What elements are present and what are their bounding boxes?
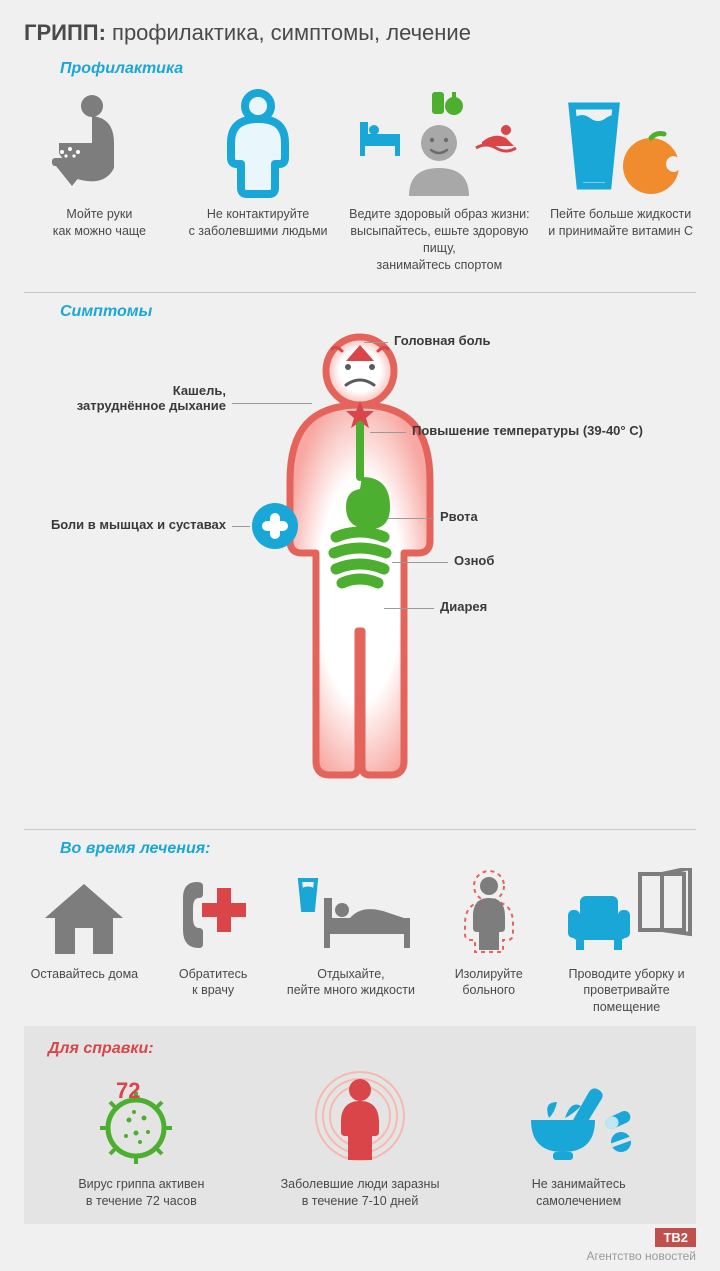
prevention-vitamin-c: Пейте больше жидкостии принимайте витами… <box>545 88 696 274</box>
caption: Ведите здоровый образ жизни:высыпайтесь,… <box>341 206 537 274</box>
prevention-healthy-life: Ведите здоровый образ жизни:высыпайтесь,… <box>341 88 537 274</box>
caption: Заболевшие люди заразныв течение 7-10 дн… <box>255 1176 466 1210</box>
treat-isolate: Изолируйтебольного <box>428 868 549 1017</box>
footer: ТВ2 Агентство новостей <box>24 1224 696 1263</box>
chair-window-icon <box>562 868 692 958</box>
phone-cross-icon <box>173 874 253 958</box>
label-fever: Повышение температуры (39-40° C) <box>412 423 643 438</box>
title-bold: ГРИПП: <box>24 20 106 45</box>
caption: Оставайтесь дома <box>24 966 145 983</box>
treat-stay-home: Оставайтесь дома <box>24 868 145 1017</box>
caption: Не занимайтесьсамолечением <box>473 1176 684 1210</box>
healthy-life-icon <box>354 88 524 198</box>
label-cough: Кашель,затруднённое дыхание <box>77 383 226 414</box>
main-title: ГРИПП: профилактика, симптомы, лечение <box>24 20 696 46</box>
treat-rest: Отдыхайте,пейте много жидкости <box>282 868 421 1017</box>
house-icon <box>39 878 129 958</box>
isolated-person-icon <box>213 88 303 198</box>
label-vomit: Рвота <box>440 509 478 524</box>
caption: Проводите уборку ипроветривайте помещени… <box>557 966 696 1017</box>
virus-icon <box>96 1078 186 1168</box>
label-joints: Боли в мышцах и суставах <box>51 517 226 532</box>
symptoms-figure: Головная боль Кашель,затруднённое дыхани… <box>24 331 696 811</box>
infographic-page: ГРИПП: профилактика, симптомы, лечение П… <box>0 0 720 1271</box>
footer-logo: ТВ2 <box>655 1228 696 1247</box>
prevention-row: Мойте рукикак можно чаще Не контактируйт… <box>24 88 696 274</box>
prevention-no-contact: Не контактируйтес заболевшими людьми <box>183 88 334 274</box>
prevention-heading: Профилактика <box>60 60 696 78</box>
treatment-heading: Во время лечения: <box>60 840 696 858</box>
title-rest: профилактика, симптомы, лечение <box>106 20 471 45</box>
ref-contagious: Заболевшие люди заразныв течение 7-10 дн… <box>255 1068 466 1210</box>
reference-heading: Для справки: <box>48 1040 684 1058</box>
isolate-patient-icon <box>449 868 529 958</box>
label-headache: Головная боль <box>394 333 491 348</box>
prevention-wash-hands: Мойте рукикак можно чаще <box>24 88 175 274</box>
treat-ventilate: Проводите уборку ипроветривайте помещени… <box>557 868 696 1017</box>
reference-box: Для справки: <box>24 1026 696 1224</box>
symptoms-heading: Симптомы <box>60 303 696 321</box>
ref-no-selfmed: Не занимайтесьсамолечением <box>473 1068 684 1210</box>
human-body-icon <box>250 331 470 801</box>
joints-badge-icon <box>252 503 298 549</box>
caption: Отдыхайте,пейте много жидкости <box>282 966 421 1000</box>
caption: Обратитеськ врачу <box>153 966 274 1000</box>
caption: Мойте рукикак можно чаще <box>24 206 175 240</box>
mortar-pills-icon <box>519 1078 639 1168</box>
virus-hours: 72 <box>116 1076 140 1106</box>
reference-row: 72 Вирус гриппа активенв течение 72 часо… <box>36 1068 684 1210</box>
ref-virus-72: 72 Вирус гриппа активенв течение 72 часо… <box>36 1068 247 1210</box>
treatment-row: Оставайтесь дома Обратитеськ врачу <box>24 868 696 1017</box>
divider <box>24 292 696 293</box>
wash-hands-icon <box>44 88 154 198</box>
glass-orange-icon <box>556 88 686 198</box>
treat-doctor: Обратитеськ врачу <box>153 868 274 1017</box>
label-diarrhea: Диарея <box>440 599 487 614</box>
caption: Изолируйтебольного <box>428 966 549 1000</box>
caption: Пейте больше жидкостии принимайте витами… <box>545 206 696 240</box>
rest-bed-icon <box>286 874 416 958</box>
caption: Вирус гриппа активенв течение 72 часов <box>36 1176 247 1210</box>
label-chills: Озноб <box>454 553 494 568</box>
caption: Не контактируйтес заболевшими людьми <box>183 206 334 240</box>
contagious-person-icon <box>310 1068 410 1168</box>
divider <box>24 829 696 830</box>
footer-agency: Агентство новостей <box>587 1249 696 1263</box>
